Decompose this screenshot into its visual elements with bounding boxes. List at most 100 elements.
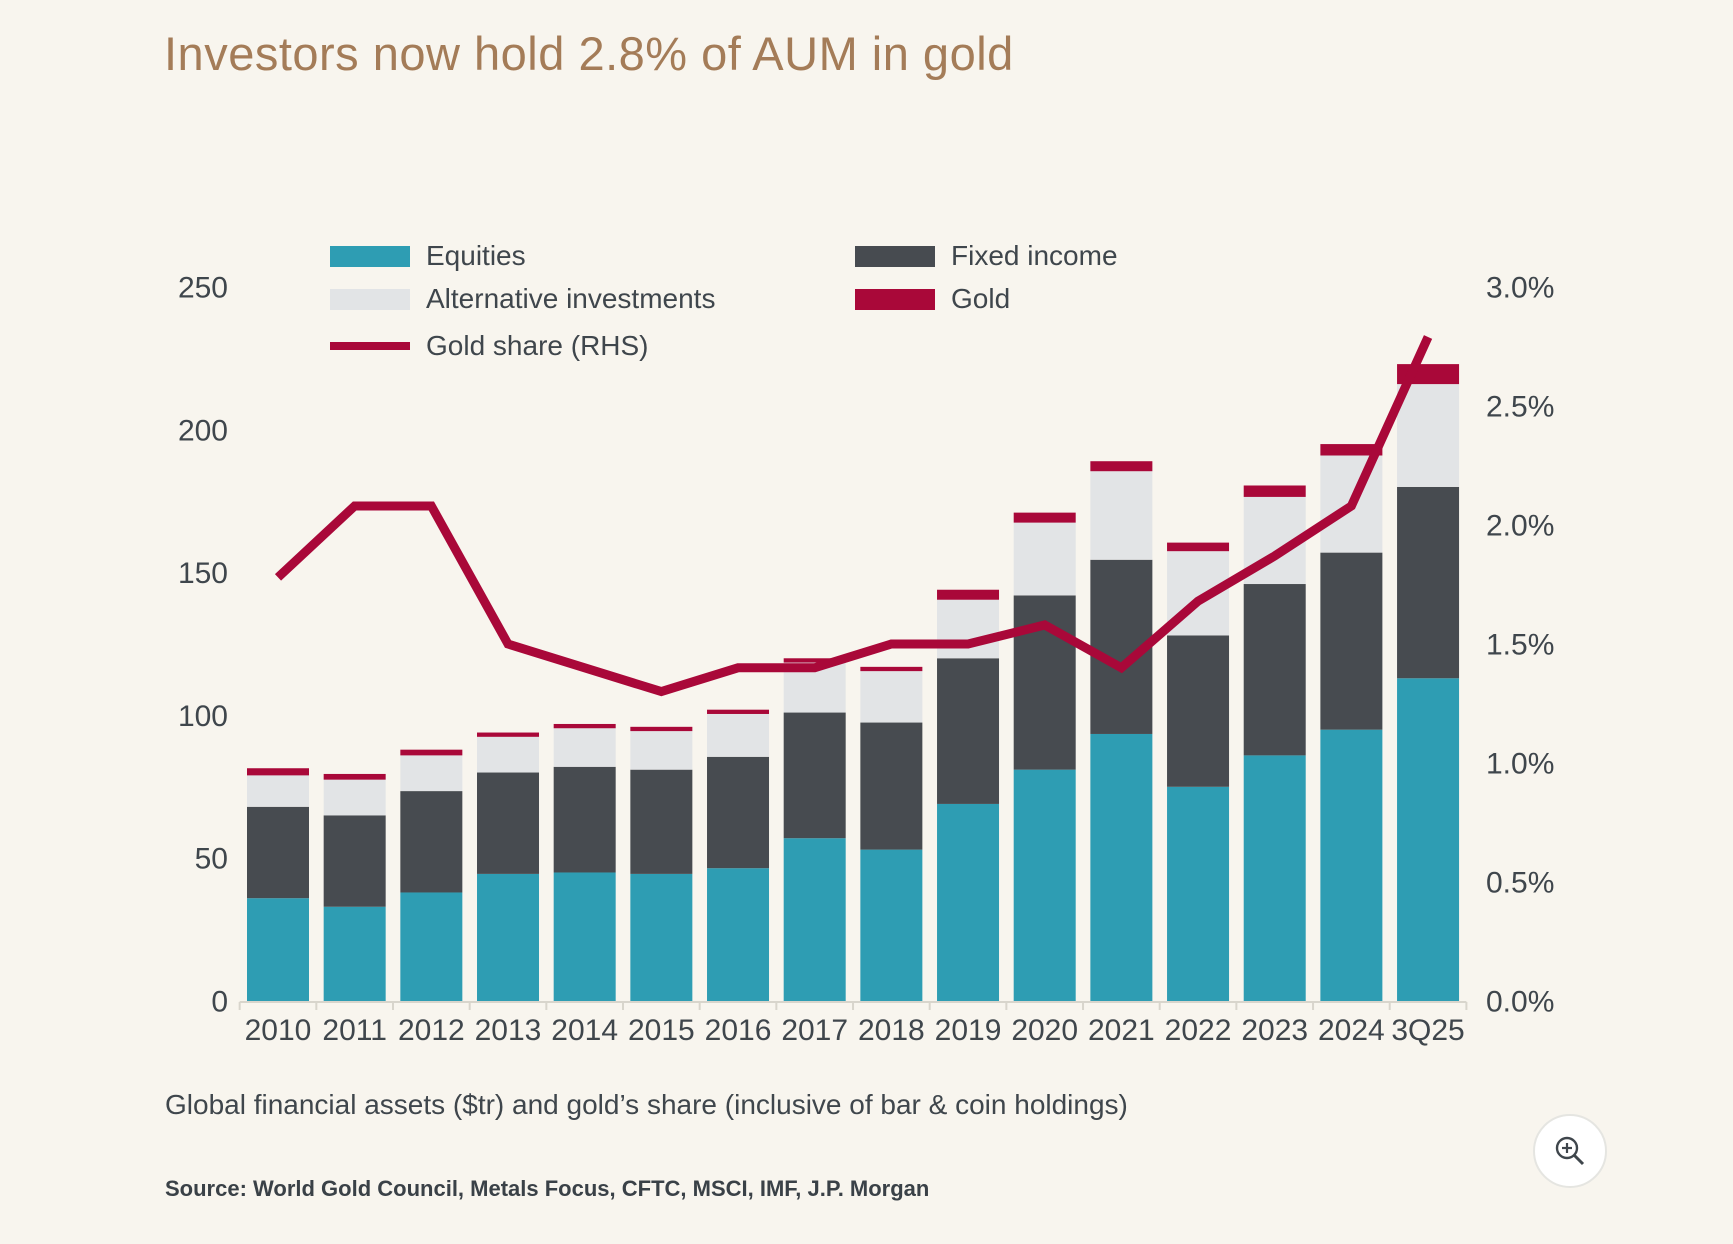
x-axis-category-label: 2023 [1241, 1014, 1308, 1047]
x-axis-category-label: 2024 [1318, 1014, 1385, 1047]
bar-segment-fixed-income [1397, 486, 1460, 679]
bar-segment-equities [937, 803, 1000, 1001]
left-axis-tick-label: 200 [178, 414, 228, 447]
bar-segment-gold [1243, 485, 1306, 497]
bar-segment-gold [1090, 461, 1153, 472]
x-axis-category-label: 2021 [1088, 1014, 1155, 1047]
bar-segment-alternative-investments [247, 775, 309, 807]
right-axis-tick-label: 0.5% [1486, 867, 1554, 900]
bar-segment-fixed-income [1243, 584, 1306, 756]
x-axis-category-label: 2015 [628, 1014, 695, 1047]
legend-item-equities: Equities [330, 240, 526, 272]
bar-segment-alternative-investments [860, 671, 923, 723]
bar-segment-gold [477, 732, 540, 737]
bar-segment-gold [323, 773, 386, 780]
legend-item-fixed-income: Fixed income [855, 240, 1118, 272]
right-axis-tick-label: 1.5% [1486, 629, 1554, 662]
bar-segment-equities [1320, 729, 1383, 1001]
x-axis-category-label: 2018 [858, 1014, 925, 1047]
chart-title: Investors now hold 2.8% of AUM in gold [164, 27, 1014, 80]
bar-segment-fixed-income [860, 722, 923, 850]
x-axis-category-label: 2011 [322, 1014, 387, 1047]
zoom-button[interactable] [1533, 1114, 1607, 1188]
right-axis-tick-label: 0.0% [1486, 986, 1554, 1019]
legend-item-gold: Gold [855, 283, 1010, 315]
legend-label: Gold share (RHS) [426, 330, 649, 361]
legend-label: Alternative investments [426, 283, 716, 314]
x-axis-category-label: 2010 [245, 1014, 312, 1047]
legend-label: Equities [426, 240, 526, 271]
bar-segment-equities [860, 849, 923, 1001]
bar-segment-equities [630, 873, 693, 1001]
x-axis-category-label: 3Q25 [1391, 1014, 1464, 1047]
x-axis-category-label: 2014 [551, 1014, 618, 1047]
bar-segment-alternative-investments [937, 599, 1000, 659]
gold-swatch [855, 288, 935, 310]
bar-segment-fixed-income [1167, 635, 1230, 787]
left-axis-tick-label: 50 [195, 843, 228, 876]
bar-segment-equities [247, 898, 309, 1001]
legend-item-gold-share: Gold share (RHS) [330, 330, 649, 362]
right-axis-tick-label: 2.0% [1486, 510, 1554, 543]
x-axis-category-label: 2017 [781, 1014, 848, 1047]
equities-swatch [330, 245, 410, 267]
bar-segment-fixed-income [1320, 552, 1383, 730]
bar-segment-fixed-income [477, 772, 540, 874]
bar-segment-equities [1397, 678, 1460, 1001]
left-axis-tick-label: 150 [178, 557, 228, 590]
bar-segment-equities [1167, 786, 1230, 1001]
magnifier-plus-icon [1555, 1136, 1585, 1166]
bar-segment-alternative-investments [1090, 471, 1153, 560]
x-axis-category-label: 2020 [1011, 1014, 1078, 1047]
bar-segment-fixed-income [247, 806, 309, 899]
bar-segment-gold [937, 589, 1000, 600]
bar-segment-alternative-investments [707, 713, 770, 757]
x-axis-category-label: 2012 [398, 1014, 465, 1047]
bar-segment-gold [553, 723, 616, 729]
bar-segment-fixed-income [553, 766, 616, 873]
alternative-investments-swatch [330, 288, 410, 310]
legend-label: Gold [951, 283, 1011, 314]
bar-segment-gold [783, 658, 846, 663]
fixed-income-swatch [855, 245, 935, 267]
bar-segment-fixed-income [783, 712, 846, 839]
chart-source: Source: World Gold Council, Metals Focus… [165, 1176, 930, 1201]
bar-segment-gold [247, 768, 309, 776]
bar-segment-fixed-income [707, 756, 770, 869]
x-axis-category-label: 2016 [705, 1014, 772, 1047]
legend-item-alternative-investments: Alternative investments [330, 283, 715, 315]
chart-caption: Global financial assets ($tr) and gold’s… [165, 1089, 1128, 1120]
x-axis-category-label: 2013 [475, 1014, 542, 1047]
bar-segment-alternative-investments [323, 779, 386, 816]
gold-share-line [274, 335, 1433, 697]
bar-segment-gold [400, 749, 463, 756]
gold-share-line-swatch [330, 342, 410, 350]
bar-segment-fixed-income [323, 815, 386, 907]
bar-segment-alternative-investments [400, 755, 463, 792]
bar-segment-alternative-investments [477, 736, 540, 773]
bar-segment-fixed-income [937, 658, 1000, 804]
bar-segment-gold [860, 666, 923, 672]
left-axis-tick-label: 250 [178, 272, 228, 305]
bar-segment-gold [707, 709, 770, 714]
bar-segment-alternative-investments [1013, 522, 1076, 596]
bar-segment-gold [630, 726, 693, 732]
left-axis-tick-label: 100 [178, 700, 228, 733]
bar-segment-equities [707, 868, 770, 1001]
bar-segment-equities [400, 892, 463, 1001]
bar-segment-equities [1243, 755, 1306, 1001]
legend-label: Fixed income [951, 240, 1118, 271]
bar-segment-alternative-investments [630, 731, 693, 770]
bar-segment-gold [1167, 542, 1230, 552]
right-axis-tick-label: 1.0% [1486, 748, 1554, 781]
bar-segment-equities [553, 872, 616, 1001]
bar-segment-equities [783, 838, 846, 1001]
bar-segment-equities [1013, 769, 1076, 1001]
right-axis-tick-label: 3.0% [1486, 272, 1554, 305]
right-axis-tick-label: 2.5% [1486, 391, 1554, 424]
bar-segment-alternative-investments [1397, 384, 1460, 487]
bar-segment-equities [477, 873, 540, 1001]
left-axis-tick-label: 0 [211, 986, 228, 1019]
